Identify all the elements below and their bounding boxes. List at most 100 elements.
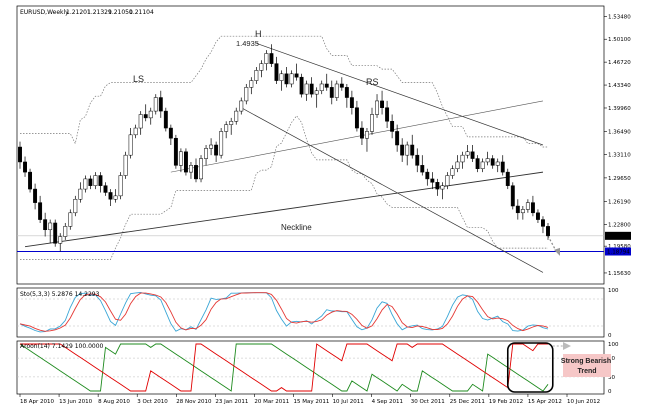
chart-title: EURUSD,Weekly — [20, 9, 69, 16]
candle-body — [505, 171, 510, 186]
x-tick-label: 18 Apr 2010 — [20, 399, 55, 405]
candle-body — [495, 161, 500, 166]
candle-body — [450, 168, 455, 176]
current-price-tag — [605, 231, 631, 240]
price-tick-label: 1.22800 — [608, 222, 631, 228]
aroon-tick-label: 100 — [608, 342, 619, 348]
candle-body — [420, 165, 425, 173]
price-tick-label: 1.29650 — [608, 176, 631, 182]
candle-body — [274, 63, 279, 81]
candle-body — [178, 151, 183, 166]
pane-frame-0 — [16, 5, 605, 285]
candle-body — [168, 127, 173, 139]
price-tick-label: 1.15630 — [608, 271, 631, 277]
aroon-tick-label: 0 — [608, 389, 612, 395]
x-tick-label: 3 Oct 2010 — [137, 399, 168, 405]
x-tick-label: 10 Jun 2012 — [567, 399, 600, 405]
candle-body — [440, 185, 445, 190]
head-label: H — [255, 29, 262, 39]
candle-body — [490, 158, 495, 166]
candle-body — [108, 192, 113, 200]
candle-body — [98, 175, 103, 186]
candle-body — [314, 90, 319, 95]
stoch-tick-label: 0 — [608, 333, 612, 339]
candle-body — [224, 124, 229, 132]
candle-body — [380, 100, 385, 108]
candle-body — [400, 144, 405, 156]
candle-body — [354, 107, 359, 129]
candle-body — [259, 63, 264, 71]
price-tick-label: 1.36490 — [608, 130, 631, 136]
candle-body — [103, 185, 108, 193]
price-tick-label: 1.53480 — [608, 14, 631, 20]
candle-body — [23, 161, 27, 173]
candle-body — [349, 97, 354, 108]
candle-body — [460, 154, 465, 163]
candle-body — [214, 144, 219, 156]
channel-upper — [256, 42, 544, 146]
candle-body — [304, 83, 309, 95]
lower-band — [20, 115, 548, 260]
projection-arrowhead — [554, 247, 560, 256]
long-trendline — [170, 100, 544, 173]
candle-body — [465, 151, 470, 156]
candle-body — [284, 73, 289, 85]
stoch-main-line — [19, 292, 549, 333]
highlight-box — [506, 342, 554, 393]
ohlc-low: 1.21050 — [108, 9, 133, 16]
candle-body — [123, 154, 128, 176]
candle-body — [143, 114, 148, 119]
price-tick-label: 1.43340 — [608, 83, 631, 89]
candle-body — [48, 222, 53, 231]
candle-body — [410, 144, 415, 156]
x-tick-label: 30 Oct 2011 — [411, 399, 445, 405]
price-tick-label: 1.46720 — [608, 60, 631, 66]
candle-body — [530, 202, 535, 214]
candle-body — [470, 151, 475, 159]
ohlc-open: 1.21201 — [66, 9, 91, 16]
channel-lower — [241, 107, 544, 273]
candle-body — [58, 236, 63, 244]
candle-body — [324, 83, 329, 88]
candle-body — [299, 76, 304, 95]
candle-body — [475, 158, 480, 169]
candle-body — [199, 158, 203, 180]
candle-body — [435, 182, 440, 190]
candle-body — [18, 146, 22, 163]
x-tick-label: 23 Jan 2011 — [215, 399, 248, 405]
candle-body — [254, 70, 259, 81]
candle-body — [234, 110, 239, 122]
candle-body — [520, 209, 525, 214]
aroon-down-line — [20, 343, 548, 392]
candle-body — [546, 226, 550, 237]
candle-body — [173, 137, 178, 166]
candle-body — [269, 53, 274, 64]
x-tick-label: 4 Sep 2011 — [372, 399, 403, 405]
neckline — [24, 171, 544, 248]
ohlc-close: 1.21104 — [129, 9, 154, 16]
candle-body — [535, 212, 540, 220]
candle-body — [133, 127, 138, 136]
price-tick-label: 1.39960 — [608, 106, 631, 112]
candle-body — [289, 73, 294, 85]
candle-body — [390, 121, 395, 132]
current-price-label: 1.21104 — [607, 234, 630, 240]
price-tick-label: 1.26190 — [608, 199, 631, 205]
stoch-label: Sto(5,3,3) 5.2876 14.2293 — [20, 291, 100, 298]
x-tick-label: 15 Apr 2012 — [528, 399, 562, 405]
candle-body — [68, 212, 73, 227]
candle-body — [375, 100, 379, 115]
candle-body — [113, 195, 118, 200]
candle-body — [194, 165, 198, 180]
x-tick-label: 20 Mar 2011 — [254, 399, 289, 405]
candle-body — [38, 202, 43, 220]
x-tick-label: 19 Feb 2012 — [489, 399, 523, 405]
candle-body — [209, 144, 214, 149]
candle-body — [153, 97, 158, 112]
candle-body — [138, 114, 143, 129]
candle-body — [500, 161, 505, 173]
pane-frame-1 — [16, 287, 605, 338]
callout-line-2: Trend — [577, 368, 596, 375]
candle-body — [319, 83, 324, 92]
